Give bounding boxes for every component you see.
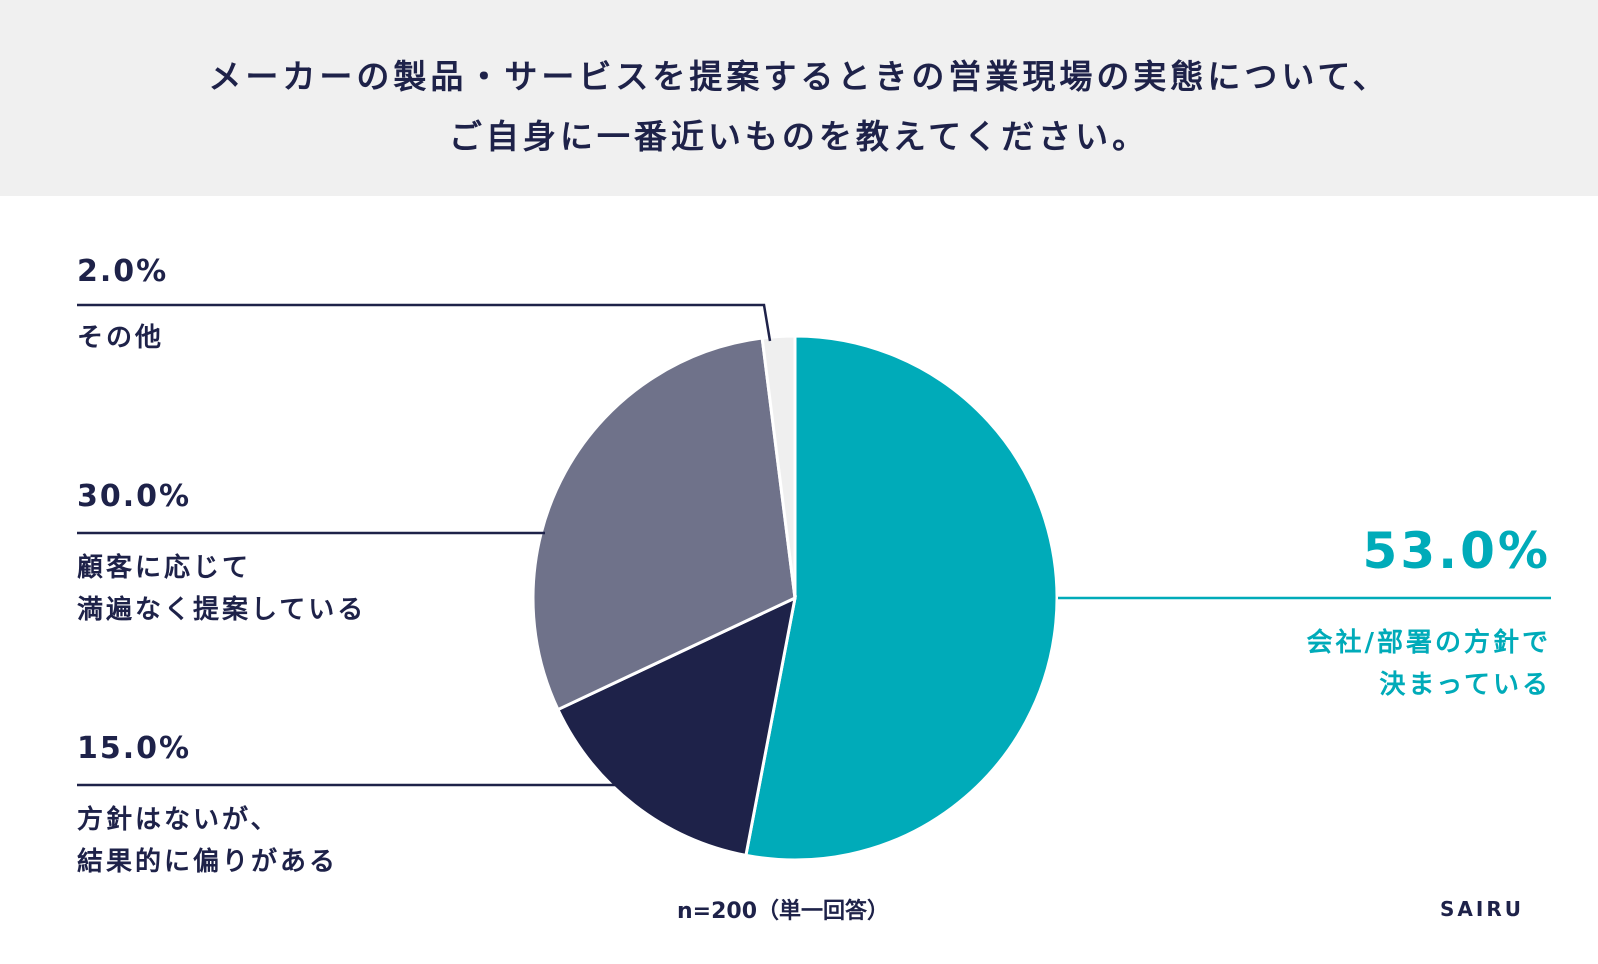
slice-category-label: 結果的に偏りがある [77,847,339,877]
pie-slice [744,334,1059,862]
slice-category-label: 会社/部署の方針で [1306,628,1551,658]
header-banner: メーカーの製品・サービスを提案するときの営業現場の実態について、 ご自身に一番近… [0,0,1598,196]
pie-slice [531,336,797,712]
slice-value-label: 2.0% [77,254,169,289]
sample-size-note: n=200（単一回答） [677,899,890,924]
slice-category-label: 顧客に応じて [77,553,252,583]
chart-title-line-1: メーカーの製品・サービスを提案するときの営業現場の実態について、 [208,57,1390,96]
slice-category-label: 満遍なく提案している [77,595,367,625]
slice-category-label: その他 [77,323,165,353]
chart-title-line-2: ご自身に一番近いものを教えてください。 [448,117,1150,156]
slice-value-label: 15.0% [77,731,192,766]
pie-slice [760,334,797,599]
pie-slice [555,595,798,858]
slice-category-label: 方針はないが、 [77,805,280,835]
slice-category-label: 決まっている [1379,670,1551,700]
brand-logo: SAIRU [1440,897,1524,921]
slice-value-label: 53.0% [1362,522,1551,580]
slice-value-label: 30.0% [77,479,192,514]
leader-line-other [77,303,772,342]
